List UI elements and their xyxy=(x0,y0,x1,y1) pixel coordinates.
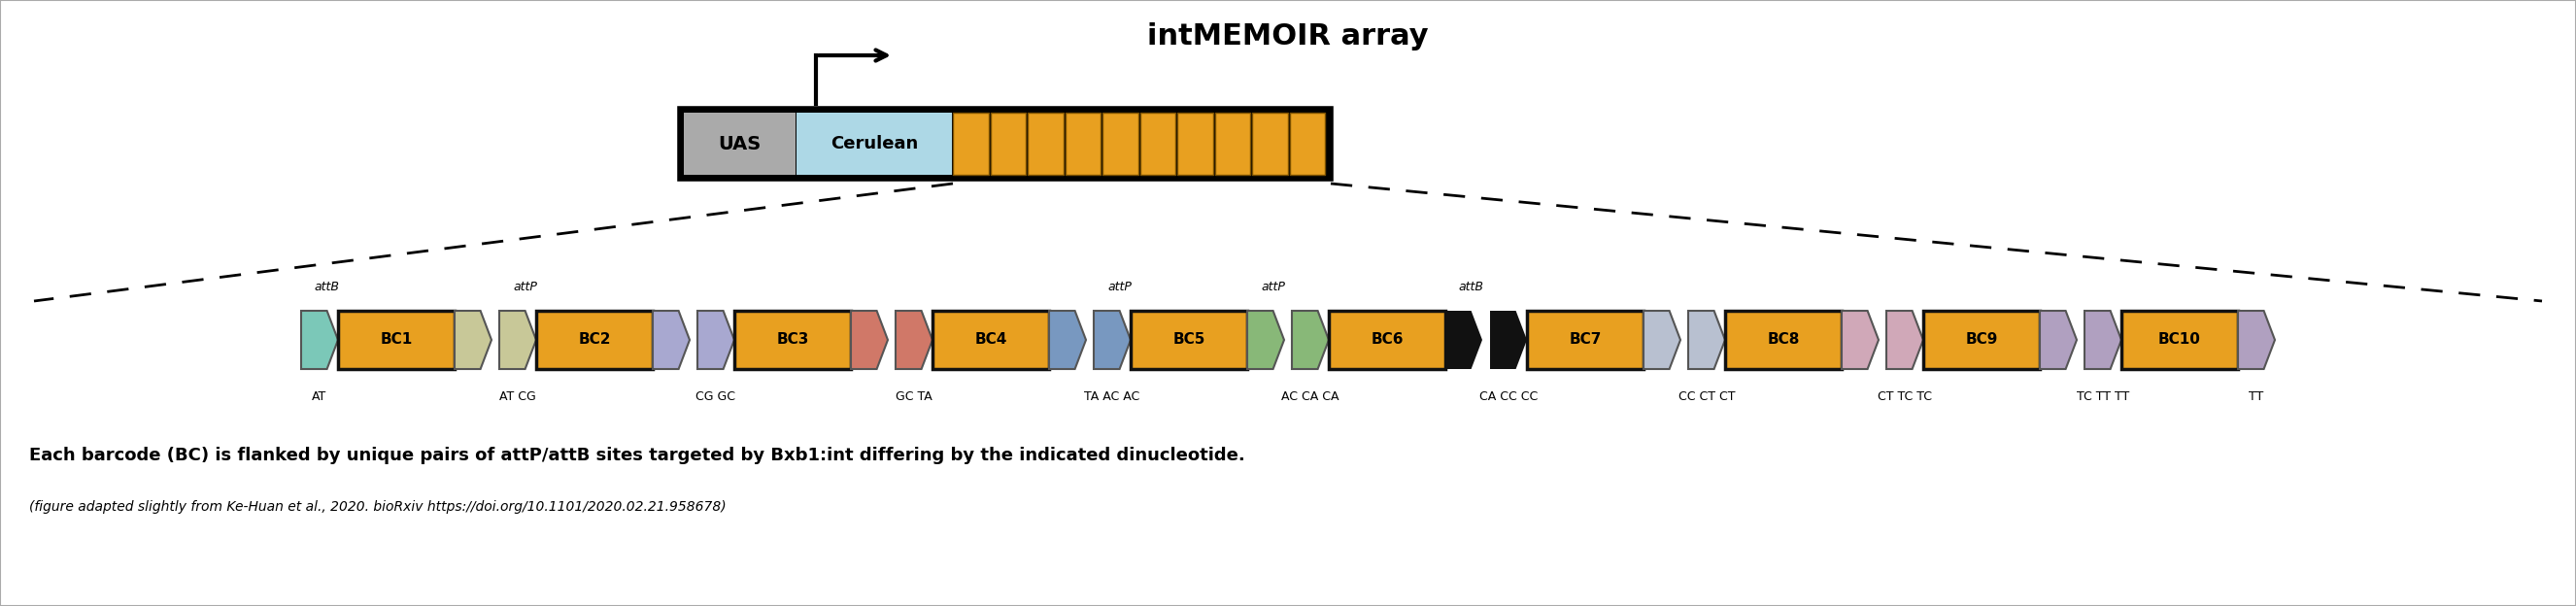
FancyBboxPatch shape xyxy=(1528,311,1643,369)
FancyBboxPatch shape xyxy=(953,113,989,175)
Text: TT: TT xyxy=(2249,390,2264,403)
Polygon shape xyxy=(896,311,933,369)
Text: BC10: BC10 xyxy=(2159,333,2200,347)
Text: attB: attB xyxy=(1458,281,1484,293)
Text: attB: attB xyxy=(314,281,340,293)
Text: BC4: BC4 xyxy=(974,333,1007,347)
Polygon shape xyxy=(1247,311,1283,369)
Polygon shape xyxy=(652,311,690,369)
Text: BC5: BC5 xyxy=(1172,333,1206,347)
Text: UAS: UAS xyxy=(719,135,760,153)
Polygon shape xyxy=(1489,311,1528,369)
Text: Cerulean: Cerulean xyxy=(829,135,917,153)
Text: BC1: BC1 xyxy=(381,333,412,347)
FancyBboxPatch shape xyxy=(1139,113,1175,175)
Text: BC6: BC6 xyxy=(1370,333,1404,347)
Polygon shape xyxy=(1842,311,1878,369)
FancyBboxPatch shape xyxy=(1329,311,1445,369)
Text: BC2: BC2 xyxy=(577,333,611,347)
Text: attP: attP xyxy=(1262,281,1285,293)
Polygon shape xyxy=(500,311,536,369)
Polygon shape xyxy=(1293,311,1329,369)
FancyBboxPatch shape xyxy=(683,113,796,175)
Polygon shape xyxy=(1886,311,1924,369)
Text: attP: attP xyxy=(513,281,538,293)
FancyBboxPatch shape xyxy=(1252,113,1288,175)
Text: attP: attP xyxy=(1108,281,1131,293)
Polygon shape xyxy=(2239,311,2275,369)
FancyBboxPatch shape xyxy=(680,108,1332,179)
Text: CC CT CT: CC CT CT xyxy=(1677,390,1736,403)
FancyBboxPatch shape xyxy=(1291,113,1324,175)
FancyBboxPatch shape xyxy=(1131,311,1247,369)
Polygon shape xyxy=(1445,311,1481,369)
Text: BC3: BC3 xyxy=(775,333,809,347)
Text: TC TT TT: TC TT TT xyxy=(2076,390,2130,403)
FancyBboxPatch shape xyxy=(1103,113,1139,175)
FancyBboxPatch shape xyxy=(337,311,453,369)
Polygon shape xyxy=(2084,311,2123,369)
Text: TA AC AC: TA AC AC xyxy=(1084,390,1141,403)
FancyBboxPatch shape xyxy=(989,113,1025,175)
FancyBboxPatch shape xyxy=(933,311,1048,369)
Text: CG GC: CG GC xyxy=(696,390,737,403)
Text: BC9: BC9 xyxy=(1965,333,1999,347)
Text: BC8: BC8 xyxy=(1767,333,1801,347)
Polygon shape xyxy=(850,311,889,369)
FancyBboxPatch shape xyxy=(536,311,652,369)
Polygon shape xyxy=(301,311,337,369)
Text: CA CC CC: CA CC CC xyxy=(1479,390,1538,403)
Polygon shape xyxy=(1048,311,1087,369)
Text: BC7: BC7 xyxy=(1569,333,1602,347)
FancyBboxPatch shape xyxy=(1726,311,1842,369)
FancyBboxPatch shape xyxy=(796,113,953,175)
Polygon shape xyxy=(453,311,492,369)
FancyBboxPatch shape xyxy=(734,311,850,369)
Text: AT: AT xyxy=(312,390,327,403)
FancyBboxPatch shape xyxy=(2123,311,2239,369)
Text: intMEMOIR array: intMEMOIR array xyxy=(1146,23,1430,51)
Polygon shape xyxy=(2040,311,2076,369)
Text: AT CG: AT CG xyxy=(500,390,536,403)
Text: (figure adapted slightly from Ke-Huan et al., 2020. bioRxiv https://doi.org/10.1: (figure adapted slightly from Ke-Huan et… xyxy=(28,500,726,514)
Text: AC CA CA: AC CA CA xyxy=(1280,390,1340,403)
Polygon shape xyxy=(1643,311,1680,369)
FancyBboxPatch shape xyxy=(1924,311,2040,369)
Polygon shape xyxy=(1687,311,1726,369)
Text: CT TC TC: CT TC TC xyxy=(1878,390,1932,403)
Text: GC TA: GC TA xyxy=(896,390,933,403)
FancyBboxPatch shape xyxy=(1028,113,1064,175)
FancyBboxPatch shape xyxy=(1064,113,1100,175)
Polygon shape xyxy=(698,311,734,369)
Polygon shape xyxy=(1095,311,1131,369)
FancyBboxPatch shape xyxy=(1177,113,1213,175)
FancyBboxPatch shape xyxy=(1216,113,1249,175)
Text: Each barcode (BC) is flanked by unique pairs of attP/attB sites targeted by Bxb1: Each barcode (BC) is flanked by unique p… xyxy=(28,447,1244,464)
